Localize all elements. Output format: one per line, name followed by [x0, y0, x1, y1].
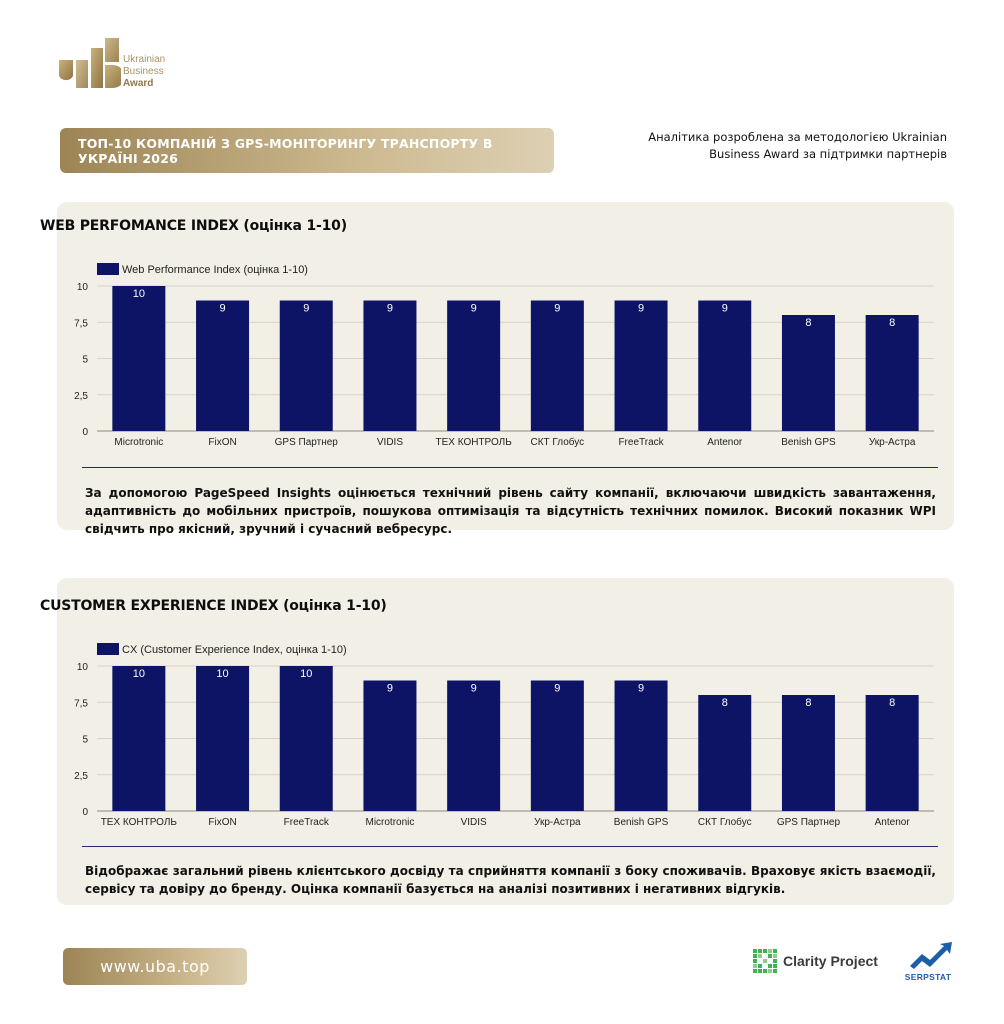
customer-experience-description: Відображає загальний рівень клієнтського… — [85, 864, 936, 896]
bar-value-label: 9 — [303, 303, 309, 315]
bar — [447, 300, 501, 431]
bar — [447, 680, 501, 811]
x-tick-label: Укр-Астра — [869, 437, 916, 448]
x-tick-label: VIDIS — [377, 437, 403, 448]
clarity-project-logo: Clarity Project — [753, 948, 878, 974]
x-tick-label: Microtronic — [114, 437, 163, 448]
y-tick-label: 5 — [82, 355, 88, 366]
bar-value-label: 10 — [300, 668, 312, 680]
x-tick-label: FreeTrack — [284, 817, 330, 828]
y-tick-label: 0 — [82, 427, 88, 438]
bar — [698, 695, 752, 811]
logo-line-3: Award — [123, 78, 154, 89]
bar — [196, 300, 250, 431]
bar — [530, 680, 584, 811]
x-tick-label: FixON — [208, 437, 236, 448]
x-tick-label: VIDIS — [461, 817, 487, 828]
page-title-banner: ТОП-10 КОМПАНІЙ З GPS-МОНІТОРИНГУ ТРАНСП… — [60, 128, 554, 173]
bar — [363, 680, 417, 811]
bar-value-label: 9 — [554, 303, 560, 315]
serpstat-chart-icon — [910, 942, 952, 969]
website-link-button[interactable]: www.uba.top — [63, 948, 247, 985]
web-performance-description: За допомогою PageSpeed Insights оцінюєть… — [85, 486, 936, 536]
legend-swatch — [97, 263, 119, 275]
web-performance-chart: Web Performance Index (оцінка 1-10) 0 2,5 5… — [74, 263, 934, 448]
bar — [614, 680, 668, 811]
x-tick-label: СКТ Глобус — [530, 436, 584, 448]
bar — [279, 666, 333, 811]
logo-line-2: Business — [123, 66, 164, 77]
bar-value-label: 8 — [722, 697, 728, 709]
customer-experience-title: CUSTOMER EXPERIENCE INDEX (оцінка 1-10) — [40, 598, 387, 614]
bar-value-label: 10 — [133, 288, 145, 300]
bar-value-label: 9 — [387, 303, 393, 315]
bar — [781, 695, 835, 811]
bar-value-label: 8 — [805, 697, 811, 709]
bar — [865, 695, 919, 811]
y-tick-label: 2,5 — [74, 771, 88, 782]
x-tick-label: Benish GPS — [781, 437, 836, 448]
bar — [196, 666, 250, 811]
customer-experience-chart: CX (Customer Experience Index, оцінка 1-… — [74, 643, 934, 828]
section-divider — [82, 467, 938, 468]
web-performance-title: WEB PERFOMANCE INDEX (оцінка 1-10) — [40, 218, 347, 234]
y-tick-label: 10 — [77, 282, 89, 293]
bar-value-label: 8 — [889, 317, 895, 329]
x-tick-label: ТЕХ КОНТРОЛЬ — [101, 817, 178, 828]
bar-value-label: 10 — [133, 668, 145, 680]
logo-line-1: Ukrainian — [123, 54, 166, 65]
bar — [698, 300, 752, 431]
serpstat-name: SERPSTAT — [904, 972, 952, 982]
bar-value-label: 8 — [889, 697, 895, 709]
y-tick-label: 10 — [77, 662, 89, 673]
bar-value-label: 10 — [216, 668, 228, 680]
legend-label: Web Performance Index (оцінка 1-10) — [122, 264, 308, 276]
section-divider — [82, 846, 938, 847]
x-tick-label: Benish GPS — [614, 817, 669, 828]
bar — [363, 300, 417, 431]
bar-value-label: 9 — [471, 303, 477, 315]
bar — [112, 666, 166, 811]
x-tick-label: GPS Партнер — [777, 817, 841, 828]
x-tick-label: Antenor — [875, 817, 911, 828]
bar — [279, 300, 333, 431]
x-tick-label: Microtronic — [365, 817, 414, 828]
clarity-project-name: Clarity Project — [783, 953, 878, 969]
ukrainian-business-award-logo: Ukrainian Business Award — [57, 38, 187, 92]
legend-swatch — [97, 643, 119, 655]
bar-value-label: 8 — [805, 317, 811, 329]
x-tick-label: FreeTrack — [618, 437, 664, 448]
bar-value-label: 9 — [387, 683, 393, 695]
bar-value-label: 9 — [219, 303, 225, 315]
bar-value-label: 9 — [722, 303, 728, 315]
bar — [112, 286, 166, 431]
y-tick-label: 0 — [82, 807, 88, 818]
y-tick-label: 7,5 — [74, 698, 88, 709]
bar — [865, 315, 919, 431]
x-tick-label: FixON — [208, 817, 236, 828]
bar — [530, 300, 584, 431]
y-tick-label: 5 — [82, 735, 88, 746]
legend-label: CX (Customer Experience Index, оцінка 1-… — [122, 644, 347, 656]
bar — [614, 300, 668, 431]
serpstat-logo: SERPSTAT — [896, 940, 960, 986]
x-tick-label: GPS Партнер — [275, 437, 339, 448]
y-tick-label: 2,5 — [74, 391, 88, 402]
x-tick-label: Antenor — [707, 437, 743, 448]
bar-value-label: 9 — [471, 683, 477, 695]
y-tick-label: 7,5 — [74, 318, 88, 329]
bar-value-label: 9 — [638, 683, 644, 695]
x-tick-label: Укр-Астра — [534, 817, 581, 828]
clarity-project-grid-icon — [753, 949, 777, 973]
uba-logo-mark-icon — [59, 38, 121, 88]
x-tick-label: ТЕХ КОНТРОЛЬ — [436, 437, 513, 448]
bar-value-label: 9 — [638, 303, 644, 315]
x-tick-label: СКТ Глобус — [698, 816, 752, 828]
methodology-credit: Аналітика розроблена за методологією Ukr… — [648, 130, 947, 161]
bar-value-label: 9 — [554, 683, 560, 695]
bar — [781, 315, 835, 431]
